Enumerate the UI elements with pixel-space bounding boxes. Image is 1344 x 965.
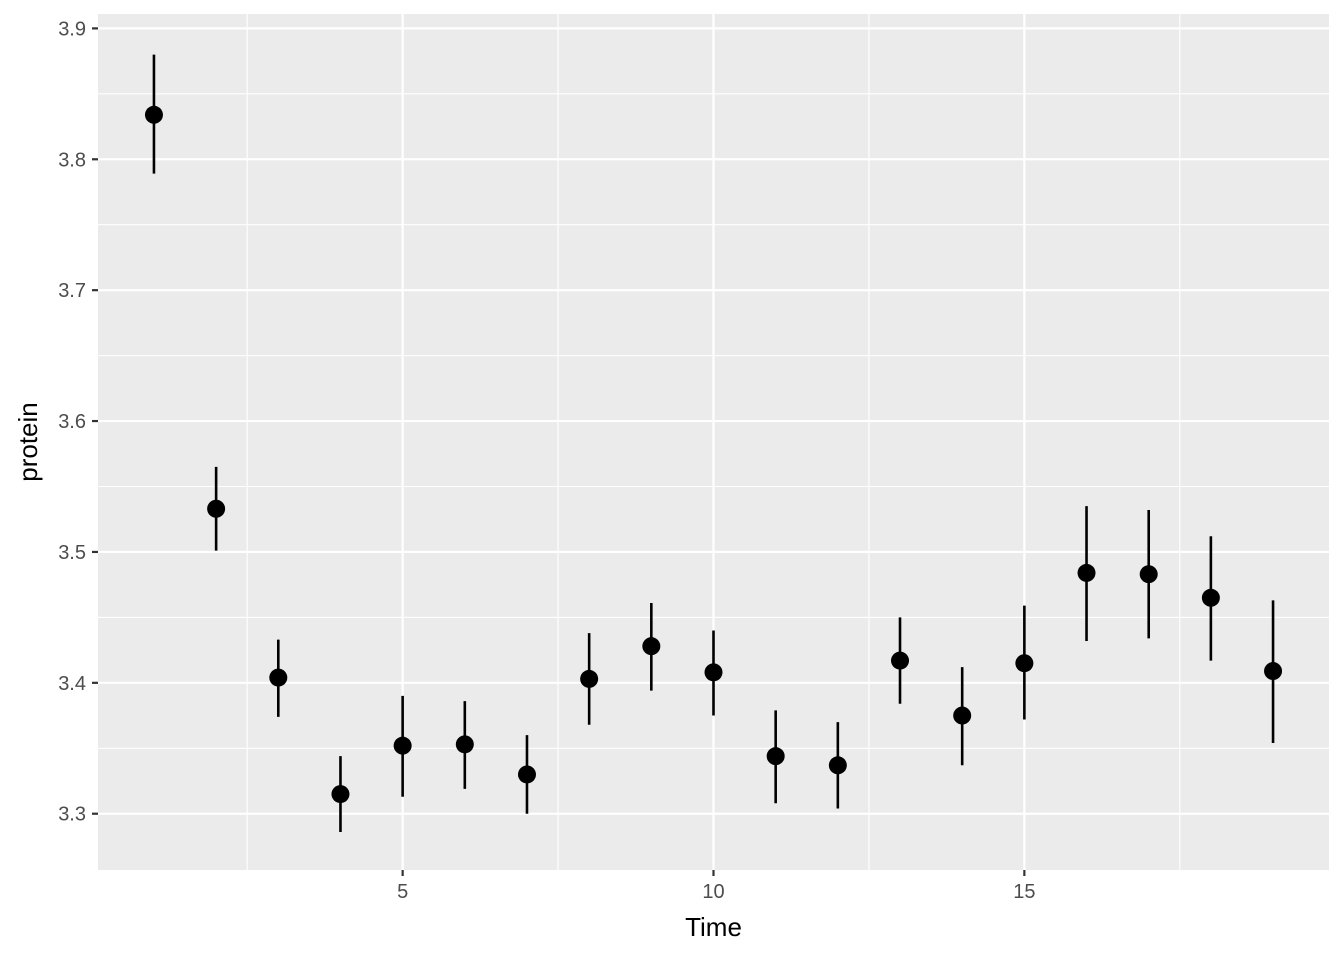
- y-tick-label: 3.7: [58, 280, 86, 302]
- data-point: [642, 637, 661, 656]
- y-tick-label: 3.9: [58, 18, 86, 40]
- y-tick-label: 3.8: [58, 149, 86, 171]
- data-point: [828, 756, 847, 775]
- data-point: [1264, 662, 1283, 681]
- data-point: [455, 735, 474, 754]
- data-point: [1201, 588, 1220, 607]
- y-axis-title: protein: [13, 402, 43, 482]
- data-point: [269, 668, 288, 687]
- data-point: [1015, 654, 1034, 673]
- x-tick-label: 10: [702, 881, 724, 903]
- data-point: [144, 105, 163, 124]
- data-point: [1139, 565, 1158, 584]
- data-point: [331, 785, 350, 804]
- data-point: [953, 706, 972, 725]
- y-axis-ticks: 3.3 3.4 3.5 3.6 3.7 3.8 3.9: [58, 18, 98, 826]
- data-point: [704, 663, 723, 682]
- y-tick-label: 3.6: [58, 411, 86, 433]
- data-point: [393, 736, 412, 755]
- x-axis-ticks: 5 10 15: [397, 870, 1035, 903]
- data-points: [144, 105, 1283, 804]
- x-axis-title: Time: [685, 912, 742, 942]
- data-point: [1077, 563, 1096, 582]
- y-tick-label: 3.3: [58, 804, 86, 826]
- data-point: [517, 765, 536, 784]
- data-point: [891, 651, 910, 670]
- x-tick-label: 5: [397, 881, 408, 903]
- data-point: [766, 747, 785, 766]
- data-point: [207, 499, 226, 518]
- y-tick-label: 3.5: [58, 542, 86, 564]
- y-tick-label: 3.4: [58, 673, 86, 695]
- data-point: [580, 669, 599, 688]
- x-tick-label: 15: [1013, 881, 1035, 903]
